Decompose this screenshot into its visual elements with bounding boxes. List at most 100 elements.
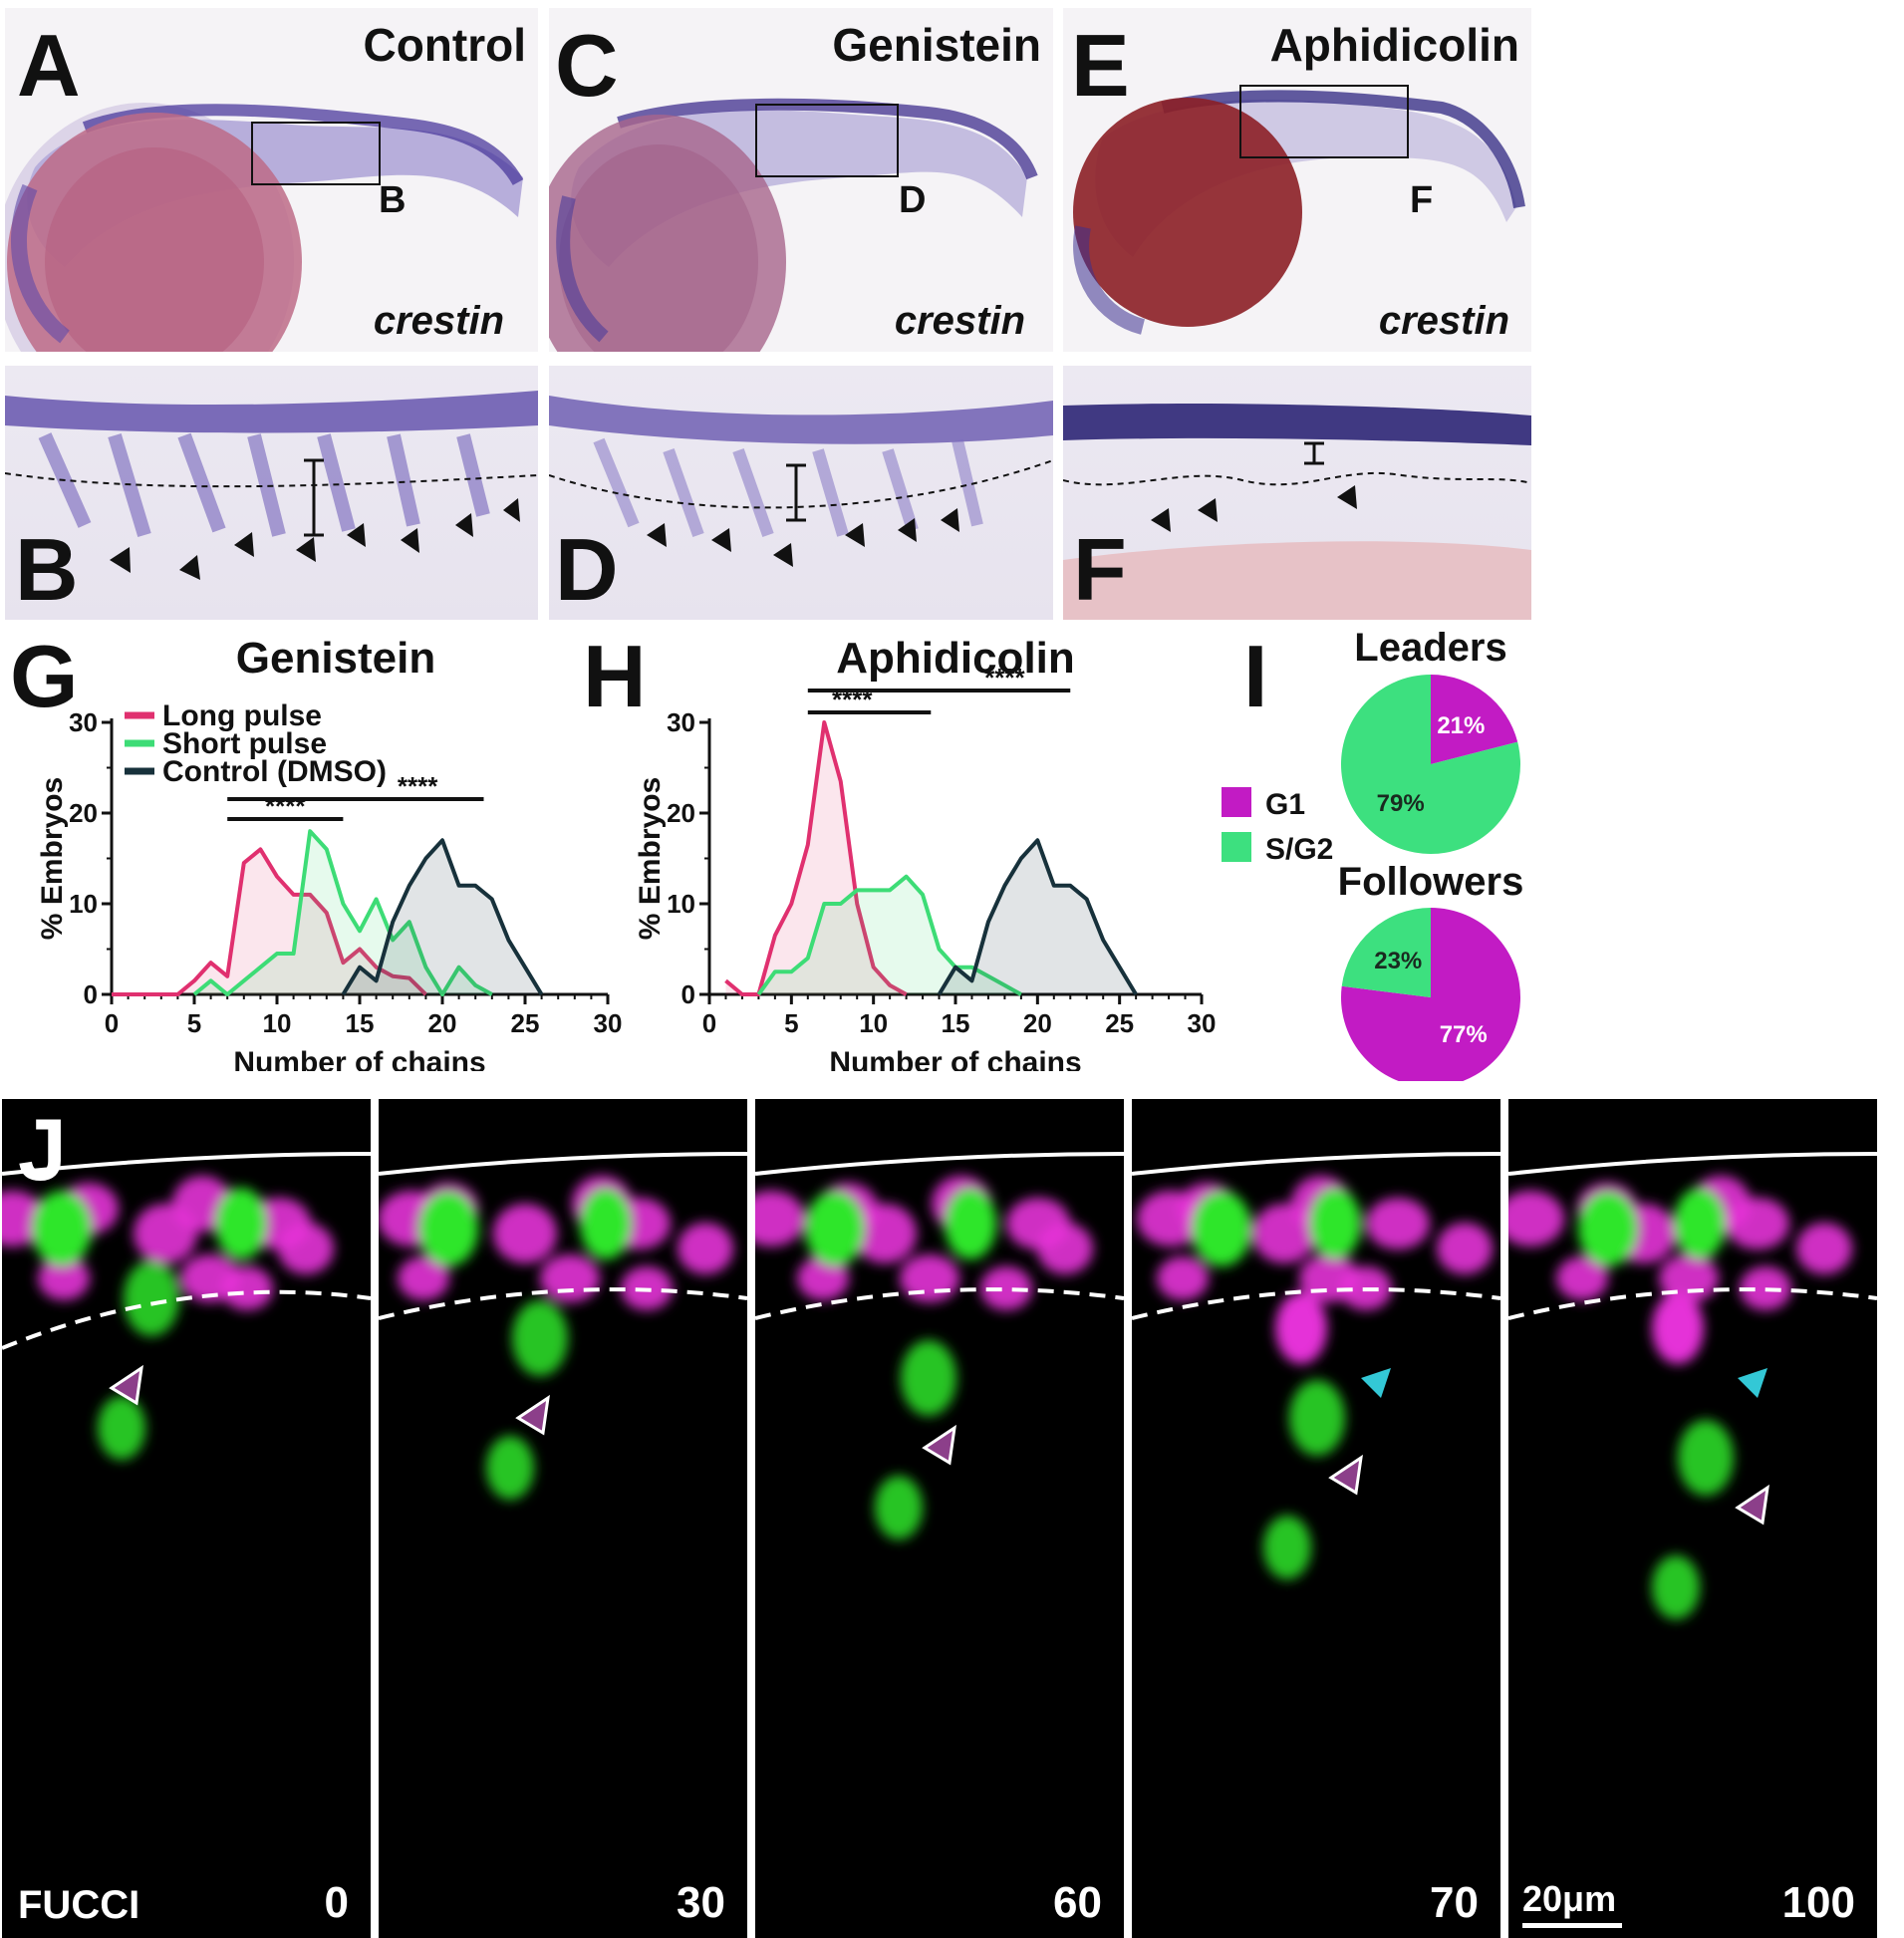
inset-label-d: D (899, 179, 927, 221)
significance-label: **** (265, 791, 306, 821)
scale-bar (1522, 1923, 1622, 1928)
panel-letter-d: D (555, 520, 619, 619)
pie-slice-sg2 (1341, 908, 1431, 997)
trunk-image-f (1063, 404, 1531, 620)
panel-a: A Control crestin B (5, 8, 538, 352)
fucci-label: FUCCI (18, 1883, 140, 1927)
time-label: 30 (677, 1878, 725, 1927)
arrowhead-marker (1328, 1454, 1363, 1496)
panel-d: D (549, 366, 1053, 620)
panel-f: F (1063, 366, 1531, 620)
legend-label: G1 (1265, 788, 1305, 821)
time-label: 70 (1430, 1878, 1479, 1927)
y-tick-label: 10 (69, 889, 98, 919)
fucci-time-lapse: 0 FUCCI 30 60 70 100 20μm (0, 1099, 1904, 1938)
series-line-0 (724, 720, 908, 996)
panel-letter-c: C (555, 16, 619, 115)
x-axis-label: Number of chains (233, 1046, 485, 1071)
cyan-arrowhead-marker (1738, 1368, 1768, 1398)
panel-letter-j: J (18, 1100, 67, 1199)
legend-label: Control (DMSO) (162, 755, 387, 788)
x-tick-label: 10 (263, 1008, 292, 1038)
significance-label: **** (984, 663, 1025, 692)
legend-label: Short pulse (162, 727, 327, 760)
arrowhead-marker (515, 1394, 550, 1436)
fucci-frame-60: 60 (755, 1099, 1124, 1938)
fucci-frame-100: 100 20μm (1508, 1099, 1877, 1938)
fucci-image (1132, 1152, 1500, 1579)
pie-slice-g1 (1341, 908, 1520, 1081)
chart-aphidicolin: Aphidicolin 0 5 10 15 20 25 30 0 10 20 30 Number of … (638, 634, 1217, 1071)
panel-title-genistein: Genistein (832, 19, 1041, 71)
y-tick-label: 10 (667, 889, 695, 919)
pie-title: Followers (1338, 860, 1524, 904)
x-tick-label: 30 (594, 1008, 623, 1038)
chart-title: Aphidicolin (836, 634, 1075, 683)
fucci-image (755, 1152, 1124, 1539)
x-tick-label: 15 (942, 1008, 970, 1038)
trunk-image-b (5, 391, 538, 580)
y-tick-label: 30 (69, 707, 98, 737)
time-label: 60 (1053, 1878, 1102, 1927)
cyan-arrowhead-marker (1361, 1368, 1391, 1398)
series-area-1 (194, 831, 492, 994)
pie-slice-label: 77% (1440, 1021, 1488, 1048)
time-label: 100 (1781, 1878, 1855, 1927)
panel-title-aphidicolin: Aphidicolin (1269, 19, 1519, 71)
pie-charts-cell-cycle: G1 S/G2 Leaders 21% 79% Followers 77% 23% (1222, 626, 1524, 1081)
fucci-image (379, 1152, 747, 1500)
arrowhead-marker (922, 1424, 956, 1466)
y-tick-label: 20 (69, 798, 98, 828)
embryo-image-c (549, 98, 1038, 352)
x-tick-label: 25 (511, 1008, 540, 1038)
panel-letter-h: H (583, 627, 647, 725)
fucci-image (2, 1152, 371, 1460)
series-line-0 (112, 847, 427, 996)
x-tick-label: 5 (187, 1008, 201, 1038)
panel-b: B (5, 366, 538, 620)
significance-label: **** (398, 771, 438, 801)
legend-swatch-sg2 (1222, 832, 1251, 862)
panel-letter-b: B (15, 520, 79, 619)
pie-title: Leaders (1354, 626, 1506, 670)
pie-slice-label: 79% (1377, 790, 1425, 817)
series-area-0 (112, 849, 426, 994)
arrowhead-marker (109, 1364, 143, 1406)
trunk-image-d (549, 396, 1053, 567)
y-tick-label: 30 (667, 707, 695, 737)
y-tick-label: 20 (667, 798, 695, 828)
x-tick-label: 0 (105, 1008, 119, 1038)
panel-title-control: Control (363, 19, 526, 71)
pie-slice-g1 (1431, 675, 1518, 764)
x-tick-label: 10 (859, 1008, 888, 1038)
panel-c: C Genistein crestin D (549, 8, 1053, 352)
pie-slice-label: 23% (1374, 948, 1422, 974)
panel-letter-f: F (1073, 520, 1127, 619)
panel-letter-a: A (17, 16, 81, 115)
series-area-2 (939, 840, 1137, 994)
fucci-frame-70: 70 (1132, 1099, 1500, 1938)
x-tick-label: 15 (346, 1008, 375, 1038)
x-tick-label: 20 (428, 1008, 457, 1038)
x-axis-label: Number of chains (829, 1046, 1081, 1071)
fucci-frame-30: 30 (379, 1099, 747, 1938)
inset-label-f: F (1410, 179, 1434, 221)
embryo-image-e (1073, 85, 1525, 335)
fucci-image (1508, 1152, 1877, 1619)
chart-title: Genistein (236, 634, 436, 683)
gene-label-c: crestin (894, 299, 1025, 343)
legend-swatch-g1 (1222, 787, 1251, 817)
gene-label-a: crestin (373, 299, 504, 343)
x-tick-label: 5 (784, 1008, 798, 1038)
panel-letter-e: E (1071, 16, 1130, 115)
y-axis-label: % Embryos (36, 777, 69, 940)
arrowhead-marker (1735, 1484, 1769, 1525)
pie-slice-label: 21% (1437, 712, 1485, 739)
x-tick-label: 30 (1188, 1008, 1217, 1038)
series-area-2 (343, 840, 542, 994)
inset-label-b: B (379, 179, 407, 221)
time-label: 0 (324, 1878, 349, 1927)
y-tick-label: 0 (681, 979, 695, 1009)
x-tick-label: 0 (702, 1008, 716, 1038)
x-tick-label: 25 (1105, 1008, 1134, 1038)
